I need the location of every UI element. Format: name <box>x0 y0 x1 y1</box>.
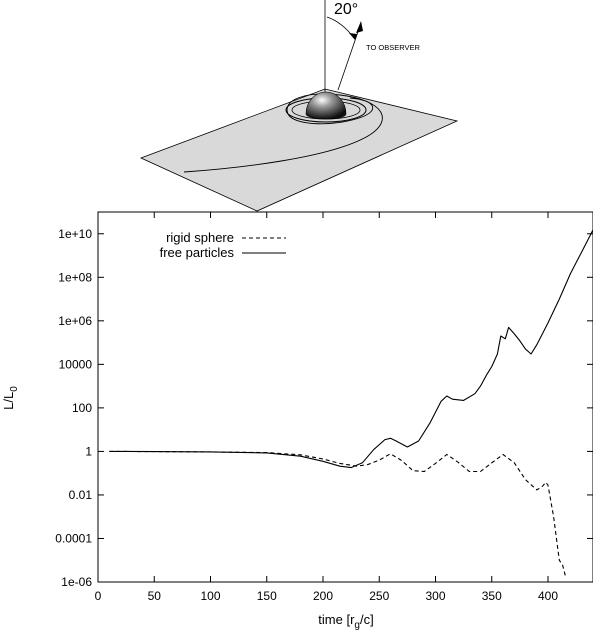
y-tick-label: 1e+08 <box>58 270 92 284</box>
x-tick-label: 100 <box>200 589 220 603</box>
x-tick-label: 200 <box>313 589 333 603</box>
x-axis-label: time [rg/c] <box>318 612 373 631</box>
observer-arrow-line <box>337 22 362 91</box>
x-tick-label: 150 <box>257 589 277 603</box>
x-axis-label-sub: g <box>354 620 360 631</box>
y-tick-label: 1e+10 <box>58 227 92 241</box>
y-tick-label: 1e+06 <box>58 314 92 328</box>
y-tick-label: 10000 <box>59 357 93 371</box>
angle-label: 20° <box>334 1 358 18</box>
orbit-diagram: 20° TO OBSERVER <box>139 0 459 212</box>
y-axis-label: L/L0 <box>1 386 20 410</box>
x-tick-label: 350 <box>482 589 502 603</box>
y-tick-label: 0.0001 <box>55 531 92 545</box>
series-line-free-particles <box>109 229 593 469</box>
y-tick-label: 1 <box>85 444 92 458</box>
x-tick-label: 250 <box>369 589 389 603</box>
legend-label-free-particles: free particles <box>160 245 235 260</box>
legend-label-rigid-sphere: rigid sphere <box>166 230 234 245</box>
x-tick-label: 300 <box>425 589 445 603</box>
y-tick-label: 1e-06 <box>61 575 92 589</box>
y-tick-label: 0.01 <box>69 488 93 502</box>
x-tick-label: 50 <box>148 589 162 603</box>
series-line-rigid-sphere <box>109 450 567 579</box>
x-tick-label: 400 <box>538 589 558 603</box>
series-layer <box>109 229 593 579</box>
y-axis-label-main: L/L <box>1 392 16 410</box>
angle-arc-head <box>349 33 357 40</box>
disk-plane <box>139 88 459 212</box>
x-axis-label-main: time [r <box>318 612 355 627</box>
axis-ticks: 0 50 100 150 200 250 300 350 400 1e-06 0.0001 0.01 1… <box>55 212 593 603</box>
angle-arc <box>326 16 355 39</box>
y-tick-label: 100 <box>72 401 92 415</box>
observer-label: TO OBSERVER <box>366 43 420 52</box>
x-tick-label: 0 <box>95 589 102 603</box>
x-axis-label-tail: /c] <box>360 612 374 627</box>
legend: rigid sphere free particles <box>160 230 286 260</box>
chart: 0 50 100 150 200 250 300 350 400 1e-06 0.0001 0.01 1… <box>1 211 593 631</box>
sphere <box>305 91 347 120</box>
y-axis-label-sub: 0 <box>9 386 20 392</box>
plot-frame <box>97 211 593 583</box>
observer-arrow-head <box>356 21 363 33</box>
